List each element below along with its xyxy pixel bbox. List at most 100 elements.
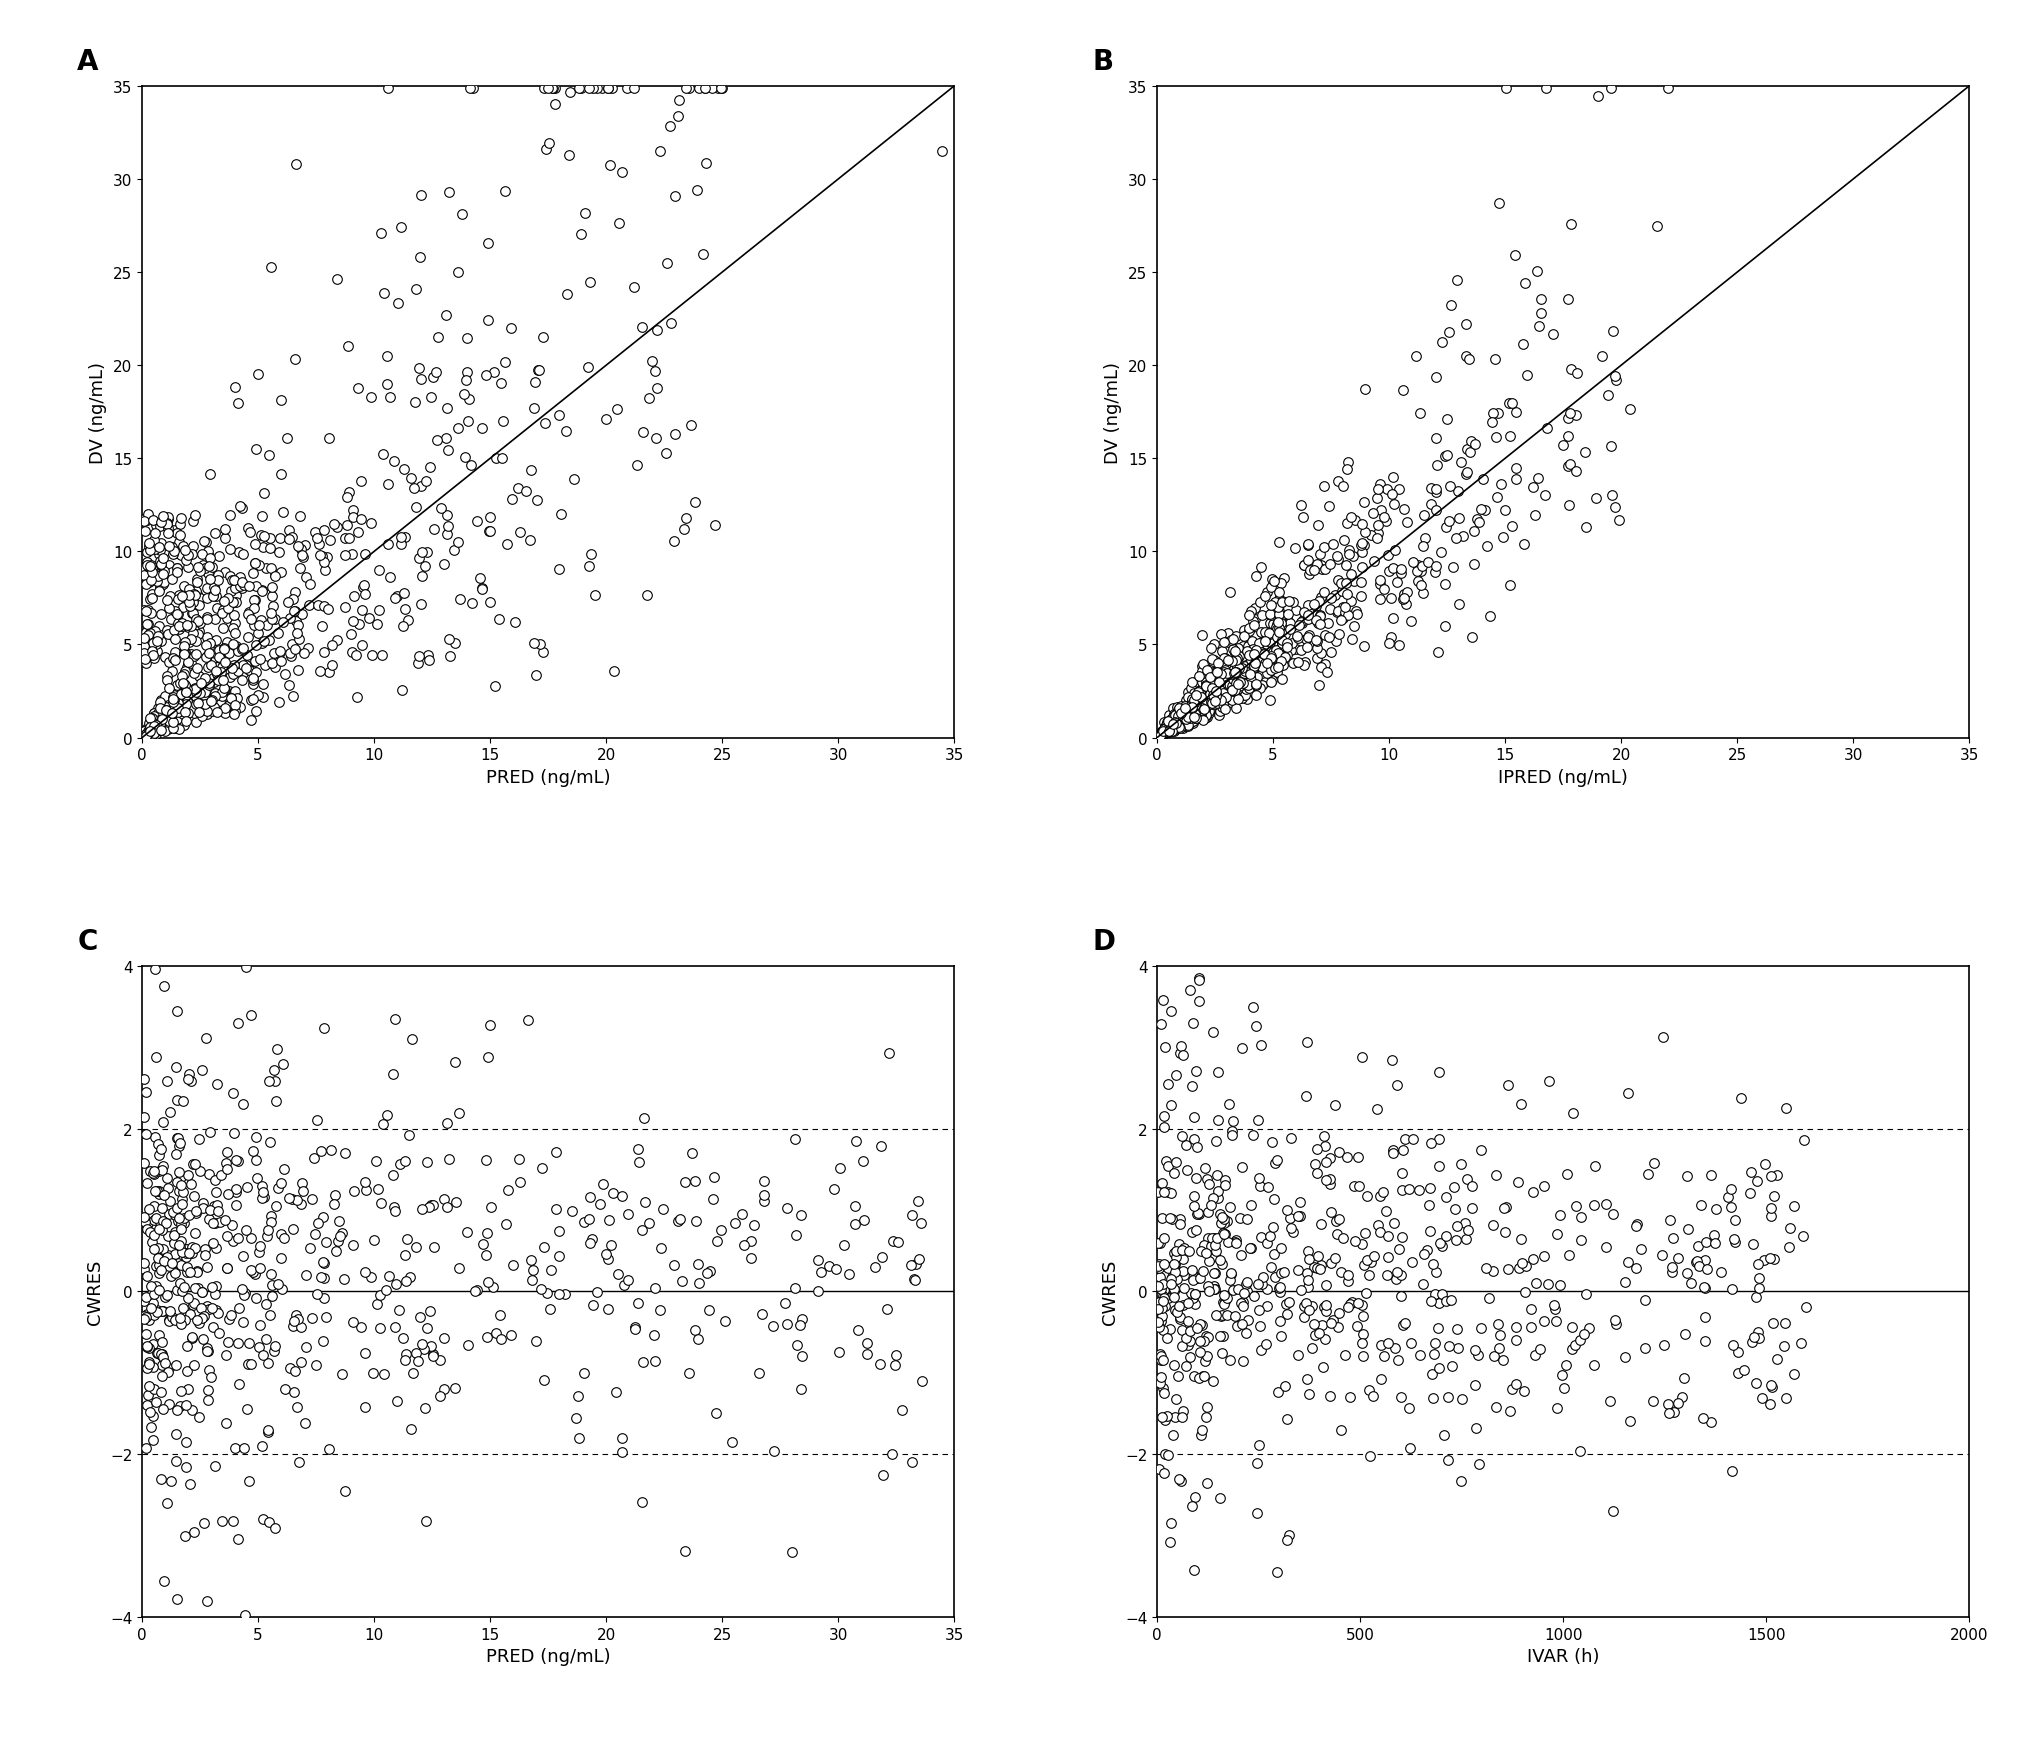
Point	[150, 1243, 183, 1271]
Point	[1161, 1296, 1194, 1323]
Point	[438, 1049, 471, 1076]
Point	[611, 1200, 644, 1228]
Point	[1220, 650, 1253, 678]
Point	[400, 277, 432, 304]
Point	[1449, 461, 1482, 489]
Point	[252, 1416, 284, 1443]
Point	[1145, 1229, 1177, 1257]
Point	[219, 685, 252, 713]
Point	[1145, 1365, 1177, 1393]
Point	[1155, 1266, 1188, 1294]
Point	[396, 1024, 428, 1052]
Point	[156, 689, 189, 716]
Point	[152, 1223, 185, 1250]
Point	[140, 1271, 173, 1299]
Point	[1555, 210, 1587, 238]
Point	[542, 1280, 574, 1308]
Point	[1303, 588, 1336, 616]
Point	[189, 696, 221, 723]
Point	[457, 75, 489, 103]
Point	[1194, 676, 1226, 704]
Point	[1342, 1313, 1374, 1341]
Point	[1183, 697, 1216, 725]
Point	[1259, 603, 1291, 631]
Point	[331, 483, 363, 511]
Point	[877, 1228, 909, 1256]
Point	[152, 551, 185, 579]
Point	[199, 1297, 231, 1325]
Point	[164, 1269, 197, 1297]
Point	[717, 1428, 749, 1456]
Point	[191, 574, 223, 602]
Point	[1149, 1407, 1181, 1435]
Point	[1429, 570, 1462, 598]
Point	[1210, 645, 1242, 673]
Point	[1234, 1191, 1267, 1219]
Point	[1464, 508, 1496, 536]
Point	[1313, 1144, 1346, 1172]
Point	[205, 600, 238, 628]
Point	[1194, 683, 1226, 711]
Point	[177, 600, 209, 628]
Point	[355, 1360, 388, 1388]
Point	[1165, 692, 1198, 720]
Point	[1202, 670, 1234, 697]
Point	[146, 716, 179, 744]
Point	[211, 1254, 244, 1282]
Point	[148, 1349, 181, 1377]
Point	[272, 1184, 304, 1212]
Point	[1196, 1019, 1228, 1047]
Point	[156, 1303, 189, 1330]
Point	[213, 640, 246, 668]
Point	[1151, 1254, 1183, 1282]
Point	[225, 494, 258, 522]
Point	[1600, 1309, 1632, 1337]
Point	[769, 1311, 802, 1339]
Point	[1163, 1303, 1196, 1330]
Point	[1748, 1151, 1780, 1179]
Point	[1159, 710, 1192, 737]
Point	[516, 457, 548, 485]
Point	[244, 645, 276, 673]
Point	[211, 595, 244, 623]
Point	[166, 532, 199, 560]
Point	[1705, 1257, 1738, 1285]
Point	[1169, 697, 1202, 725]
Point	[1421, 638, 1453, 666]
Point	[146, 1156, 179, 1184]
X-axis label: IVAR (h): IVAR (h)	[1527, 1647, 1600, 1666]
Point	[164, 1216, 197, 1243]
Point	[1279, 596, 1311, 624]
Point	[262, 642, 294, 670]
Point	[272, 525, 304, 553]
Point	[1171, 690, 1204, 718]
Point	[1301, 1254, 1334, 1282]
Point	[142, 562, 175, 590]
Point	[1153, 711, 1186, 739]
Point	[1742, 1323, 1774, 1351]
Point	[138, 1160, 171, 1188]
Point	[1415, 1360, 1447, 1388]
Point	[384, 1151, 416, 1179]
Point	[217, 1228, 250, 1256]
Point	[449, 443, 481, 471]
Point	[1320, 598, 1352, 626]
Point	[1226, 663, 1259, 690]
Point	[219, 1191, 252, 1219]
Point	[1177, 1183, 1210, 1210]
Point	[1275, 636, 1307, 664]
Point	[518, 395, 550, 423]
Point	[264, 638, 296, 666]
Point	[217, 701, 250, 729]
Point	[1271, 610, 1303, 638]
Point	[1171, 694, 1204, 722]
Point	[1541, 1221, 1573, 1249]
Point	[1309, 1297, 1342, 1325]
Point	[1291, 532, 1324, 560]
Point	[201, 567, 233, 595]
Point	[1155, 713, 1188, 741]
Point	[160, 610, 193, 638]
Point	[1778, 1360, 1811, 1388]
Point	[1364, 586, 1397, 614]
Point	[195, 690, 227, 718]
